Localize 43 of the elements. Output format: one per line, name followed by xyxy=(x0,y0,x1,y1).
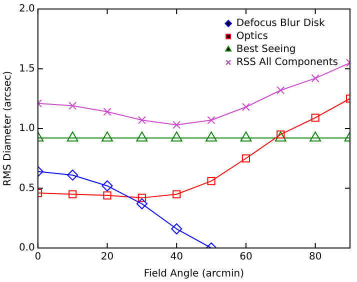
point xyxy=(207,177,216,186)
point xyxy=(68,102,77,110)
point xyxy=(276,86,285,94)
point xyxy=(242,102,250,112)
point xyxy=(311,114,320,122)
point xyxy=(274,132,286,142)
point xyxy=(103,191,112,200)
point xyxy=(206,132,217,142)
point xyxy=(311,74,320,82)
y-tick-label: 2.0 xyxy=(18,4,35,15)
legend-label: Optics xyxy=(236,31,268,42)
point xyxy=(68,190,77,198)
point xyxy=(67,170,78,181)
x-tick-label: 0 xyxy=(34,252,42,263)
point xyxy=(136,198,148,210)
point xyxy=(172,120,181,129)
y-tick-label: 0.0 xyxy=(18,242,35,254)
point xyxy=(103,108,112,116)
point xyxy=(310,132,322,142)
point xyxy=(242,154,250,162)
y-tick-label: 1.0 xyxy=(18,123,35,134)
point xyxy=(102,180,113,192)
legend-label: Defocus Blur Disk xyxy=(236,18,326,30)
point xyxy=(138,194,146,202)
point xyxy=(136,132,148,142)
y-axis-title: RMS Diameter (arcsec) xyxy=(2,70,14,186)
x-tick-label: 60 xyxy=(240,252,252,263)
x-tick-label: 80 xyxy=(308,252,322,263)
x-tick-label: 20 xyxy=(100,252,114,263)
x-tick-label: 40 xyxy=(170,252,183,263)
point xyxy=(102,132,113,142)
legend-label: Best Seeing xyxy=(236,44,296,56)
y-tick-label: 1.5 xyxy=(18,63,35,74)
point xyxy=(170,132,182,142)
point xyxy=(172,190,181,198)
point xyxy=(240,132,252,142)
point xyxy=(66,132,78,142)
x-axis-title: Field Angle (arcmin) xyxy=(144,268,244,280)
y-tick-label: 0.5 xyxy=(18,182,35,194)
point xyxy=(171,223,182,234)
point xyxy=(207,116,216,124)
point xyxy=(138,116,146,124)
legend-label: RSS All Components xyxy=(236,57,338,68)
